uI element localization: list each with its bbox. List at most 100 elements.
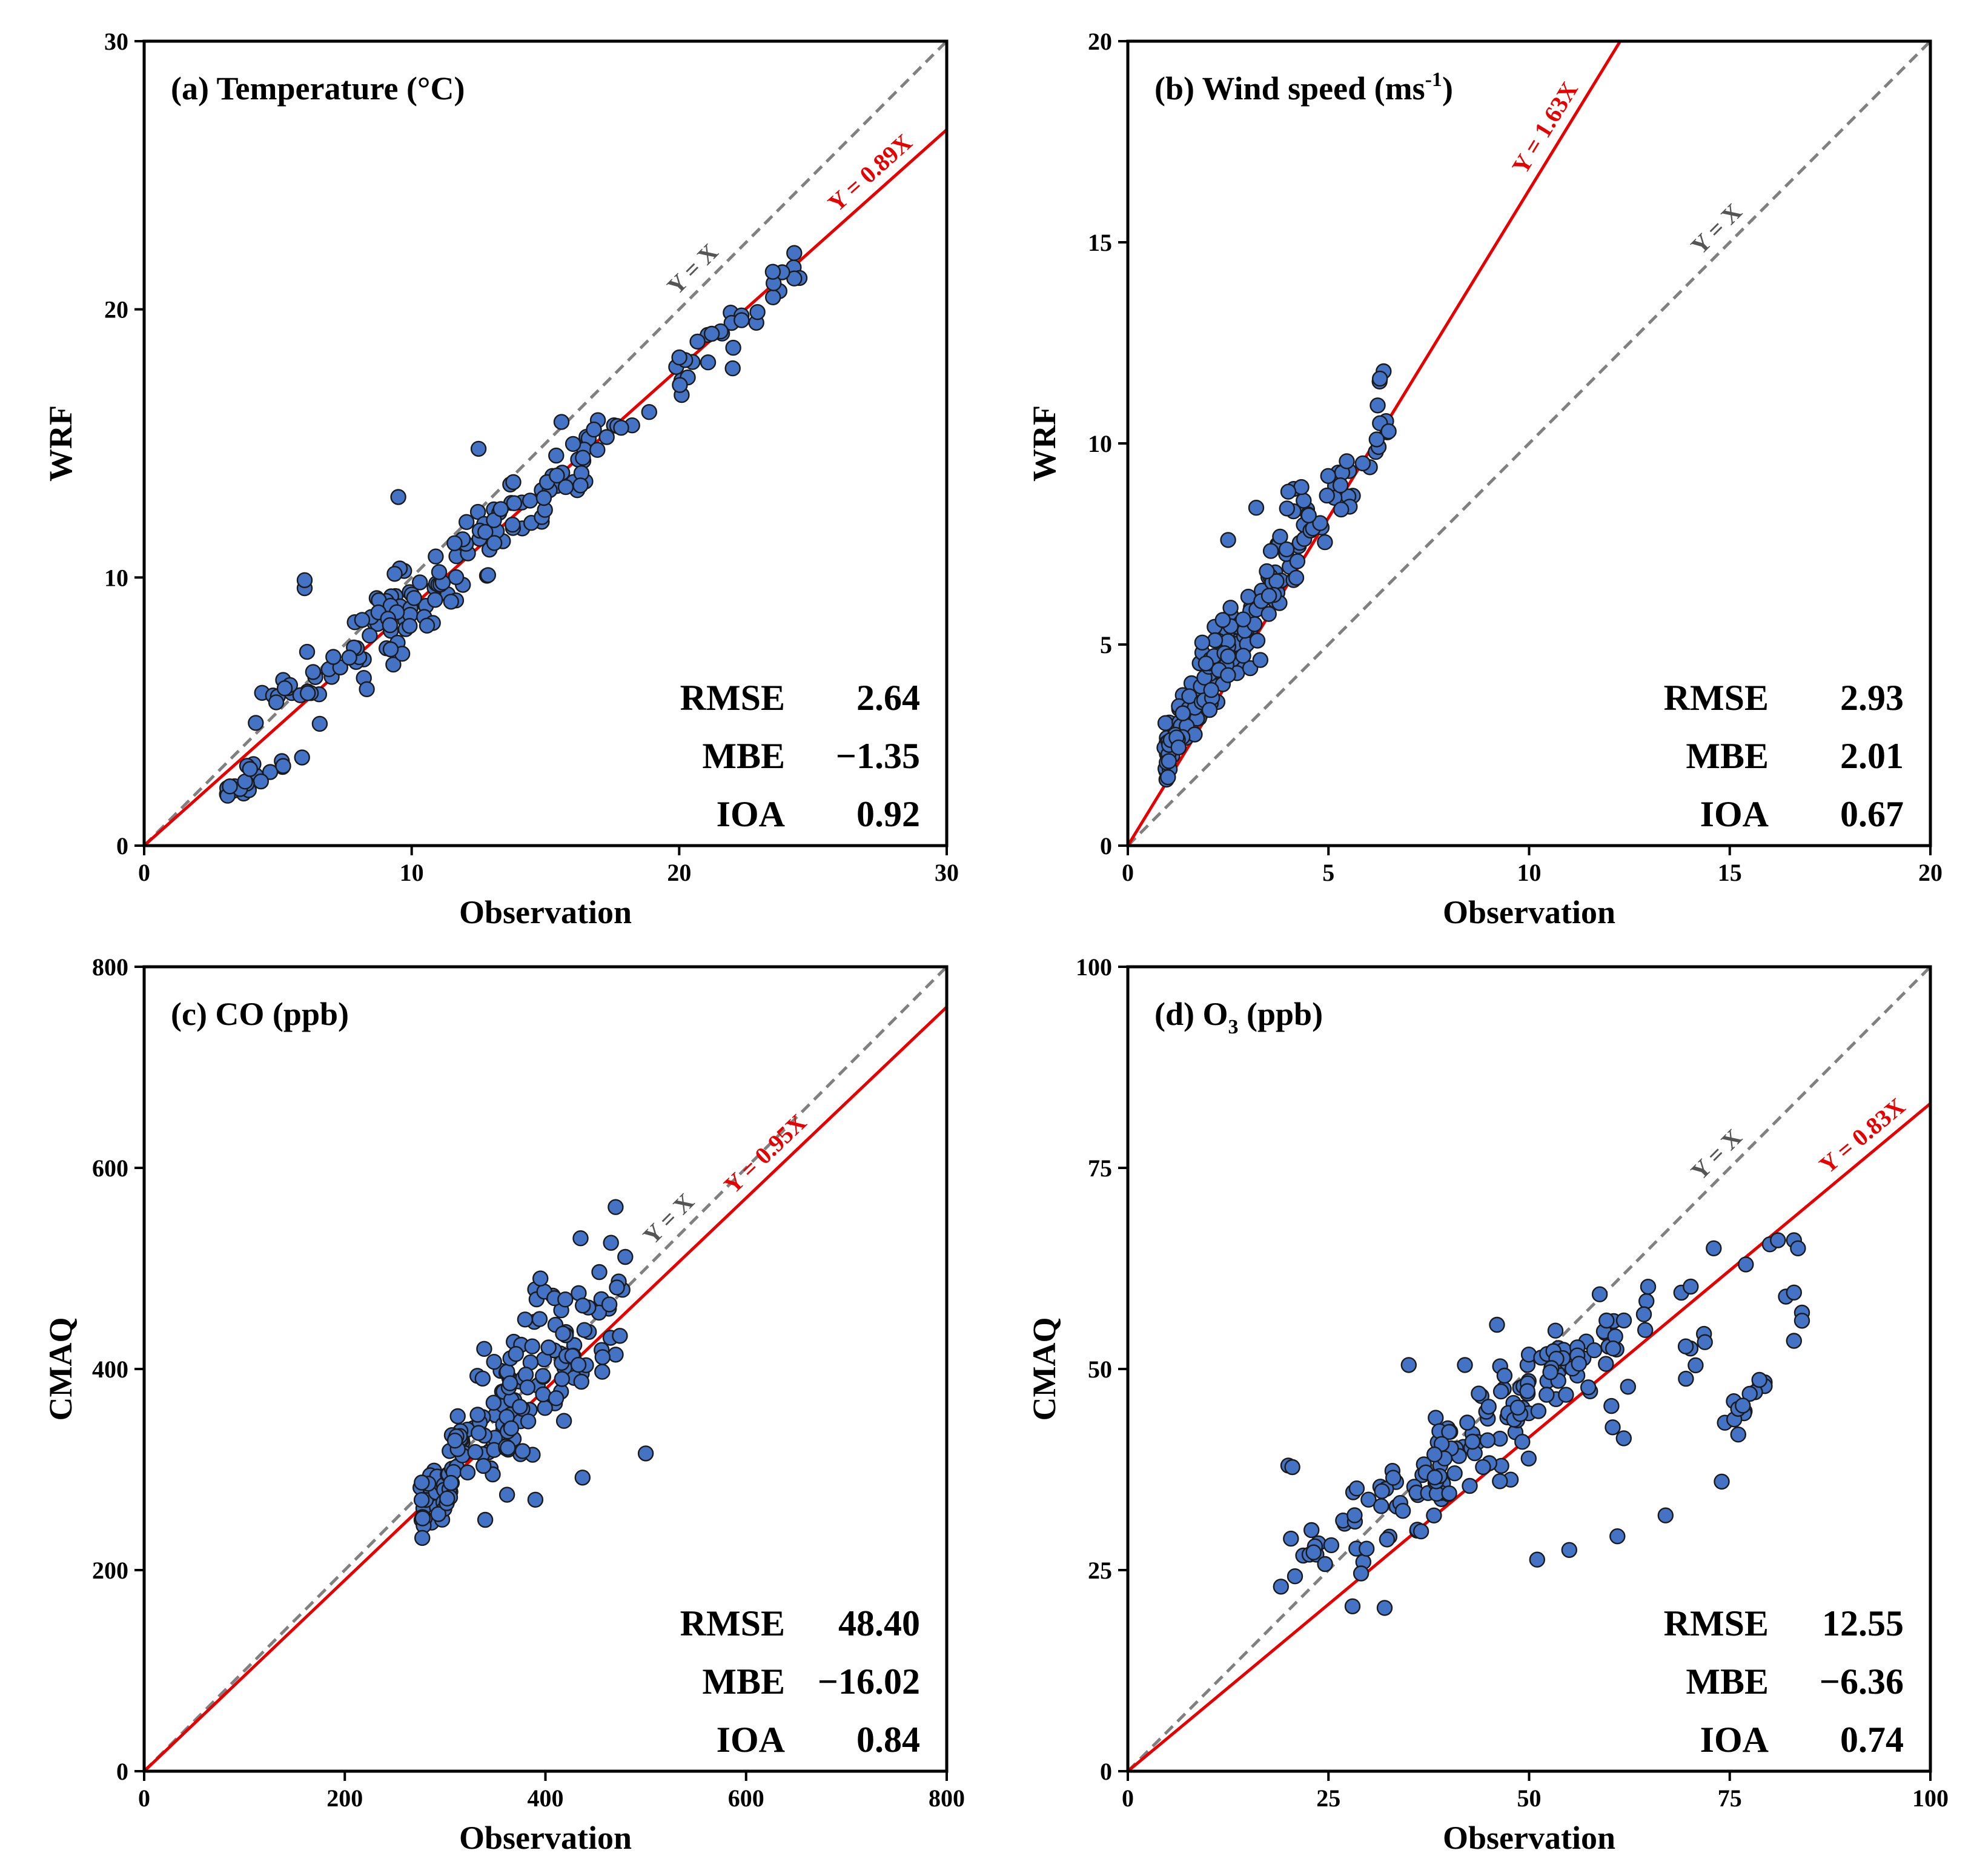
data-point: [1426, 1507, 1442, 1524]
data-point: [1214, 612, 1231, 628]
data-point: [572, 1230, 589, 1247]
data-point: [294, 749, 310, 766]
panel-b: 00 5 5 10 10 15 15 20 20 Observation WRF (b) Wind s…: [1026, 28, 1943, 930]
stat-name: IOA: [717, 1720, 785, 1760]
scatter-points: [219, 245, 808, 804]
data-point: [354, 612, 371, 628]
data-point: [1296, 492, 1312, 509]
data-point: [1605, 1419, 1621, 1436]
data-point: [531, 1311, 548, 1327]
data-point: [382, 641, 399, 658]
data-point: [725, 339, 741, 356]
data-point: [242, 761, 258, 777]
data-point: [305, 664, 322, 680]
y-tick-label: 0: [116, 1758, 128, 1785]
data-point: [385, 656, 402, 673]
x-tick-label: 10: [1517, 859, 1542, 886]
data-point: [474, 1370, 491, 1387]
panel-title: (d) O3 (ppb): [1154, 996, 1323, 1038]
panel-title-subscript: 3: [1228, 1016, 1239, 1038]
data-point: [1376, 1600, 1393, 1616]
data-point: [1615, 1312, 1632, 1329]
stat-value: 48.40: [838, 1603, 920, 1643]
stats-block: RMSE 12.55 MBE −6.36 IOA 0.74: [1664, 1603, 1904, 1760]
stat-value: 2.64: [856, 678, 920, 718]
stat-value: 2.93: [1840, 678, 1904, 718]
data-point: [1197, 655, 1214, 672]
data-point: [471, 1425, 487, 1441]
data-point: [430, 1506, 446, 1522]
stat-name: MBE: [702, 1662, 785, 1702]
data-point: [1426, 1446, 1443, 1463]
data-point: [1287, 1568, 1303, 1585]
x-tick-label: 400: [528, 1785, 564, 1812]
data-point: [700, 354, 717, 371]
data-point: [672, 377, 688, 393]
data-point: [446, 535, 463, 551]
data-point: [1514, 1433, 1531, 1450]
data-point: [1428, 1410, 1444, 1426]
x-tick-label: 25: [1316, 1785, 1340, 1812]
data-point: [1174, 705, 1191, 721]
x-tick-label: 20: [1918, 859, 1943, 886]
data-point: [1201, 701, 1218, 718]
stat-name: MBE: [1686, 1662, 1769, 1702]
stat-value: −1.35: [836, 736, 920, 776]
data-point: [362, 627, 378, 644]
stat-value: 0.74: [1840, 1720, 1904, 1760]
data-point: [589, 442, 606, 458]
data-point: [1489, 1316, 1505, 1333]
data-point: [1320, 468, 1337, 484]
data-point: [548, 447, 565, 464]
x-tick-label: 10: [400, 859, 424, 886]
data-point: [486, 535, 503, 551]
data-point: [1346, 1507, 1363, 1523]
data-point: [1368, 431, 1385, 448]
data-point: [1303, 1522, 1320, 1539]
data-point: [532, 1270, 549, 1287]
data-point: [1457, 1357, 1473, 1373]
data-point: [386, 566, 403, 582]
data-point: [275, 758, 291, 774]
data-point: [419, 617, 436, 634]
data-point: [517, 1311, 534, 1328]
data-point: [1207, 632, 1224, 649]
stat-value: 0.67: [1840, 794, 1904, 834]
data-point: [553, 414, 570, 430]
data-point: [1605, 1340, 1621, 1357]
stat-name: MBE: [702, 736, 785, 776]
data-point: [1640, 1278, 1657, 1295]
data-point: [1319, 487, 1335, 504]
data-point: [586, 421, 602, 438]
y-tick-label: 0: [1100, 832, 1112, 860]
stat-value: 12.55: [1822, 1603, 1904, 1643]
data-point: [1464, 1433, 1481, 1450]
y-tick-label: 75: [1088, 1155, 1112, 1182]
data-point: [603, 1235, 619, 1251]
data-point: [1394, 1502, 1411, 1519]
data-point: [1235, 611, 1251, 628]
data-point: [276, 680, 293, 697]
data-point: [1530, 1403, 1547, 1419]
x-tick-label: 5: [1322, 859, 1334, 886]
x-tick-label: 0: [138, 859, 150, 886]
panel-c: 00 200 200 400 400 600 600 800 800 Observation CMA…: [42, 953, 965, 1856]
x-tick-label: 0: [1122, 859, 1134, 886]
data-point: [540, 1339, 557, 1356]
data-point: [1305, 1544, 1322, 1560]
data-point: [311, 715, 328, 732]
data-point: [764, 264, 781, 280]
data-point: [527, 1491, 544, 1508]
data-point: [1385, 1470, 1402, 1486]
data-point: [1558, 1387, 1574, 1403]
data-point: [1371, 370, 1388, 387]
data-point: [1529, 1551, 1546, 1568]
data-point: [1603, 1397, 1620, 1414]
data-point: [414, 1530, 431, 1546]
data-point: [1220, 532, 1236, 548]
y-tick-label: 10: [104, 564, 128, 591]
data-point: [1547, 1322, 1564, 1339]
data-point: [476, 1341, 492, 1357]
data-point: [689, 333, 706, 350]
